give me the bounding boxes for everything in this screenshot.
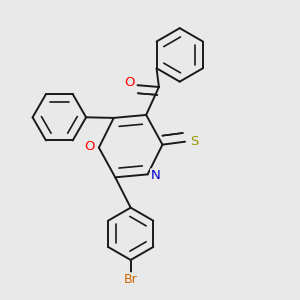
Text: O: O bbox=[85, 140, 95, 153]
Text: S: S bbox=[190, 135, 198, 148]
Text: N: N bbox=[151, 169, 161, 182]
Text: O: O bbox=[124, 76, 134, 89]
Text: Br: Br bbox=[124, 273, 138, 286]
